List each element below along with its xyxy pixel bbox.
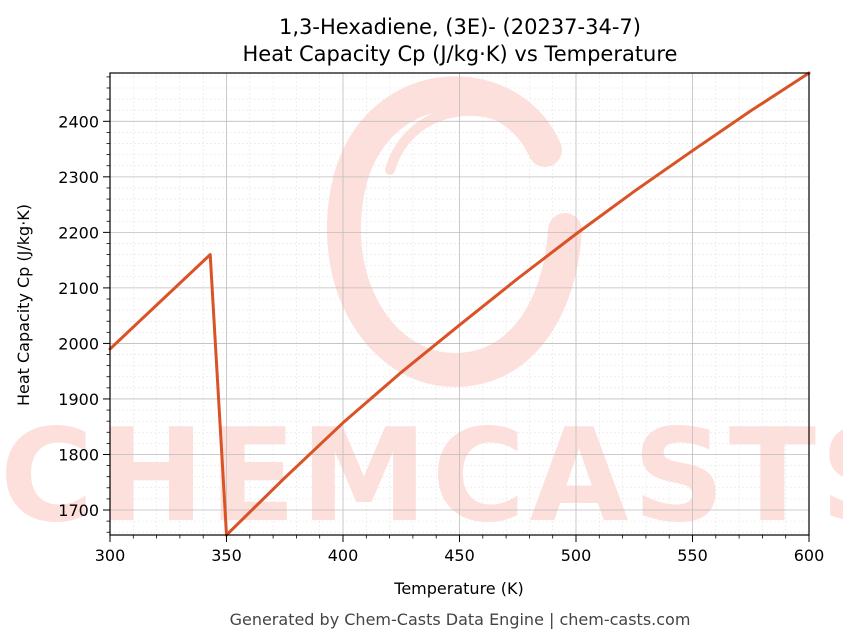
y-tick-label: 2100	[58, 279, 99, 298]
y-axis-label: Heat Capacity Cp (J/kg·K)	[14, 204, 33, 406]
y-tick-label: 2200	[58, 223, 99, 242]
y-tick-label: 2000	[58, 334, 99, 353]
y-tick-label: 2300	[58, 168, 99, 187]
x-tick-label: 400	[328, 546, 359, 565]
y-axis: 1700 1800 1900 2000 2100 2200 2300 2400	[58, 76, 110, 533]
y-tick-label: 2400	[58, 112, 99, 131]
y-tick-label: 1700	[58, 501, 99, 520]
x-tick-label: 550	[677, 546, 708, 565]
watermark: CHEMCASTS	[0, 76, 843, 551]
x-tick-label: 300	[95, 546, 126, 565]
x-tick-label: 600	[794, 546, 825, 565]
y-tick-label: 1800	[58, 445, 99, 464]
x-tick-label: 500	[561, 546, 592, 565]
x-axis-label: Temperature (K)	[393, 579, 523, 598]
y-tick-label: 1900	[58, 390, 99, 409]
footer-credit: Generated by Chem-Casts Data Engine | ch…	[230, 610, 691, 629]
x-tick-label: 450	[444, 546, 475, 565]
x-tick-label: 350	[211, 546, 242, 565]
chart-title: 1,3-Hexadiene, (3E)- (20237-34-7)	[279, 15, 641, 39]
x-axis: 300 350 400 450 500 550 600	[95, 535, 825, 565]
chart-subtitle: Heat Capacity Cp (J/kg·K) vs Temperature	[243, 42, 678, 66]
watermark-logo	[326, 76, 582, 388]
